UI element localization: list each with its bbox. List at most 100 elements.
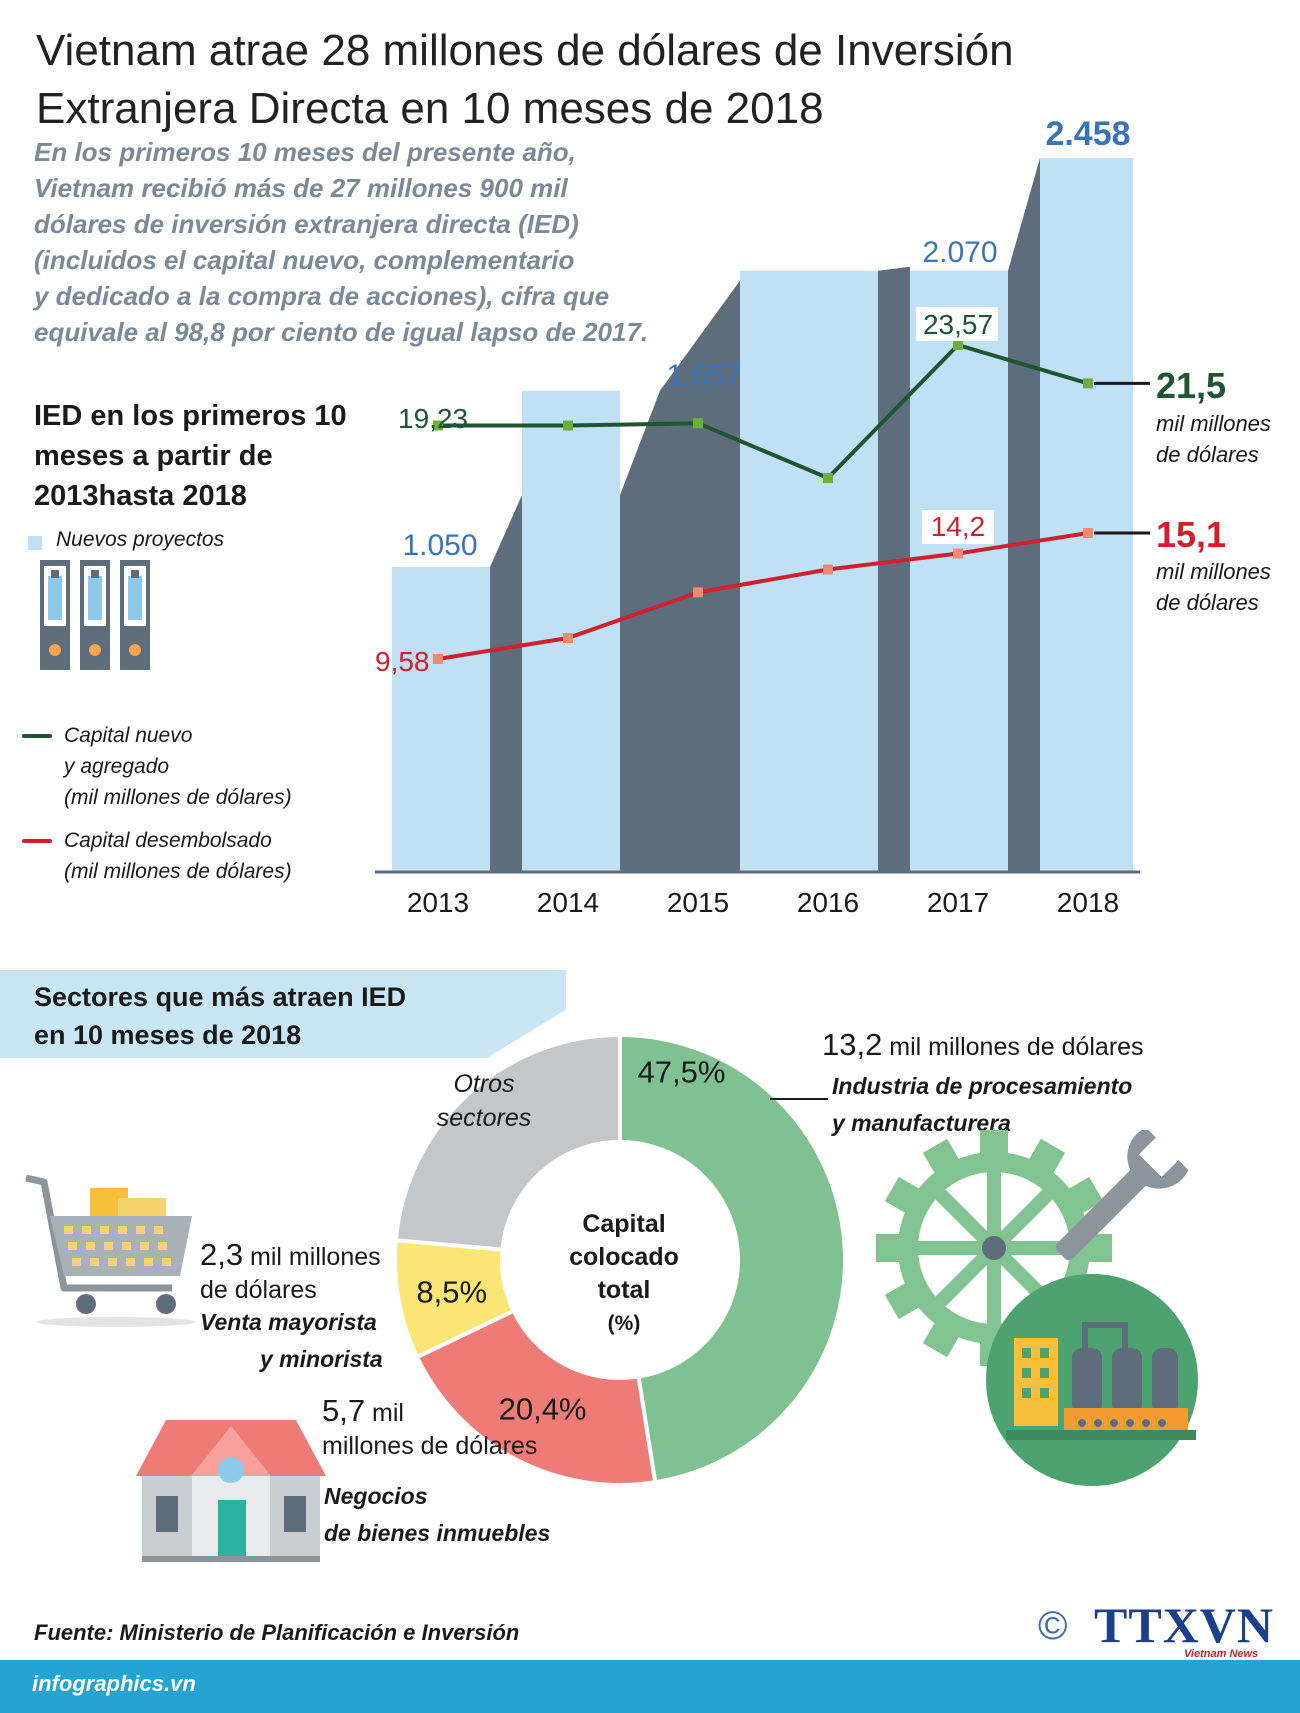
x-tick-label-2017: 2017 bbox=[927, 887, 989, 918]
realestate-amount-value: 5,7 bbox=[322, 1393, 366, 1428]
disbursed-line bbox=[437, 531, 1089, 661]
donut-center-line-2: colocado bbox=[569, 1243, 679, 1271]
retail-amount-value: 2,3 bbox=[200, 1237, 244, 1272]
title-line-1: Vietnam atrae 28 millones de dólares de … bbox=[36, 26, 1014, 75]
bar-shadow-face-2 bbox=[620, 390, 660, 872]
legend-disbursed-line1: Capital desembolsado bbox=[64, 829, 272, 852]
realestate-name: Negocios de bienes inmuebles bbox=[324, 1478, 550, 1552]
disbursed-point-2016 bbox=[823, 564, 833, 575]
x-tick-label-2013: 2013 bbox=[407, 887, 469, 918]
donut-slice-manufacturing bbox=[618, 1032, 847, 1485]
new-capital-line bbox=[438, 343, 1089, 480]
chart-heading-line: 2013hasta 2018 bbox=[34, 480, 247, 512]
sector-donut-chart: 47,5% 20,4% 8,5% Otros sectores Capital coloca… bbox=[393, 1032, 847, 1487]
x-tick-label-2014: 2014 bbox=[537, 887, 599, 918]
bar-2013 bbox=[392, 566, 490, 872]
legend-disbursed-line bbox=[22, 839, 52, 843]
legend-projects-swatch bbox=[28, 536, 42, 550]
shopping-cart-icon bbox=[25, 1174, 196, 1327]
disbursed-label-2017: 14,2 bbox=[931, 511, 986, 542]
footer-site-link[interactable]: infographics.vn bbox=[32, 1671, 196, 1696]
intro-line: Vietnam recibió más de 27 millones 900 m… bbox=[34, 173, 568, 203]
factory-gear-icon bbox=[876, 1130, 1198, 1486]
new-capital-point-2013 bbox=[433, 420, 443, 431]
manufacturing-amount: 13,2 mil millones de dólares bbox=[822, 1028, 1144, 1064]
bar-shadow-face-4 bbox=[878, 266, 910, 872]
realestate-amount: 5,7 mil millones de dólares bbox=[322, 1394, 537, 1463]
new-capital-end-unit-1: mil millones bbox=[1156, 411, 1271, 436]
new-capital-label-2013: 19,23 bbox=[398, 403, 468, 434]
retail-name-line1: Venta mayorista bbox=[200, 1309, 377, 1335]
bar-value-label-2018: 2.458 bbox=[1045, 115, 1130, 153]
new-capital-label-2017: 23,57 bbox=[923, 309, 993, 340]
bar-value-label-2017: 2.070 bbox=[922, 236, 997, 269]
bar-2018 bbox=[1040, 158, 1133, 872]
bar-shadow-face-3 bbox=[660, 280, 740, 872]
legend-new-capital-line1: Capital nuevo bbox=[64, 724, 193, 747]
retail-amount-unit2: de dólares bbox=[200, 1276, 317, 1304]
donut-slice-realestate bbox=[414, 1308, 658, 1487]
house-icon bbox=[136, 1420, 326, 1562]
new-capital-end-unit-2: de dólares bbox=[1156, 442, 1259, 467]
manufacturing-amount-value: 13,2 bbox=[822, 1027, 883, 1062]
bar-value-label-2013: 1.050 bbox=[402, 529, 477, 562]
bar-2015 bbox=[522, 390, 620, 872]
source-note: Fuente: Ministerio de Planificación e In… bbox=[34, 1620, 520, 1645]
new-capital-point-2017 bbox=[953, 340, 963, 350]
realestate-amount-unit2: millones de dólares bbox=[322, 1432, 538, 1460]
realestate-name-line1: Negocios bbox=[324, 1483, 428, 1509]
disbursed-end-value: 15,1 bbox=[1156, 514, 1226, 555]
disbursed-label-2013: 9,58 bbox=[375, 646, 430, 677]
copyright-symbol: © bbox=[1038, 1604, 1068, 1648]
intro-line: equivale al 98,8 por ciento de igual lap… bbox=[34, 317, 649, 347]
fdi-combo-chart: 2013 2014 2015 2016 2017 2018 1.050 1.657 2.070 2… bbox=[375, 115, 1271, 918]
legend-new-capital-label: Capital nuevo y agregado (mil millones d… bbox=[64, 720, 292, 813]
disbursed-point-2018 bbox=[1083, 528, 1093, 538]
donut-center-line-4: (%) bbox=[608, 1312, 641, 1335]
chart-heading: IED en los primeros 10 meses a partir de… bbox=[34, 396, 374, 516]
disbursed-label-2017-bg bbox=[922, 510, 994, 544]
title-line-2: Extranjera Directa en 10 meses de 2018 bbox=[36, 84, 824, 133]
legend-new-capital-line bbox=[22, 734, 52, 738]
footer-bar bbox=[0, 1660, 1300, 1713]
donut-center-line-3: total bbox=[598, 1276, 651, 1304]
disbursed-point-2017 bbox=[953, 548, 963, 559]
donut-label-manufacturing: 47,5% bbox=[638, 1054, 726, 1089]
donut-label-retail: 8,5% bbox=[416, 1274, 487, 1309]
ttxvn-logo: TTXVN bbox=[1094, 1597, 1275, 1653]
donut-label-other-2: sectores bbox=[437, 1104, 531, 1132]
x-tick-label-2016: 2016 bbox=[797, 887, 859, 918]
retail-amount-unit1: mil millones bbox=[243, 1243, 381, 1271]
manufacturing-leader-line bbox=[770, 1098, 828, 1100]
legend-disbursed-line2: (mil millones de dólares) bbox=[64, 860, 292, 883]
x-tick-label-2018: 2018 bbox=[1057, 887, 1119, 918]
intro-line: dólares de inversión extranjera directa … bbox=[34, 209, 579, 239]
sectors-heading: Sectores que más atraen IED en 10 meses … bbox=[34, 978, 406, 1054]
legend-new-capital-line3: (mil millones de dólares) bbox=[64, 786, 292, 809]
sectors-heading-line2: en 10 meses de 2018 bbox=[34, 1020, 302, 1050]
intro-line: y dedicado a la compra de acciones), cif… bbox=[34, 281, 610, 311]
disbursed-end-unit-1: mil millones bbox=[1156, 559, 1271, 584]
chart-heading-line: IED en los primeros 10 bbox=[34, 400, 347, 432]
donut-label-other-1: Otros bbox=[453, 1070, 514, 1098]
manufacturing-amount-unit: mil millones de dólares bbox=[882, 1033, 1144, 1061]
retail-name-line2: y minorista bbox=[260, 1346, 383, 1372]
retail-name: Venta mayorista y minorista bbox=[200, 1304, 383, 1378]
legend-new-capital-line2: y agregado bbox=[64, 755, 170, 778]
intro-line: (incluidos el capital nuevo, complementa… bbox=[34, 245, 575, 275]
sectors-heading-line1: Sectores que más atraen IED bbox=[34, 982, 407, 1012]
legend-projects-label: Nuevos proyectos bbox=[56, 528, 225, 551]
new-capital-point-2014 bbox=[563, 420, 573, 431]
disbursed-point-2015 bbox=[693, 587, 703, 598]
new-capital-point-2015 bbox=[693, 418, 703, 429]
disbursed-end-unit-2: de dólares bbox=[1156, 590, 1259, 615]
legend-disbursed-label: Capital desembolsado (mil millones de dó… bbox=[64, 825, 292, 887]
chart-heading-line: meses a partir de bbox=[34, 440, 273, 472]
new-capital-point-2018 bbox=[1083, 378, 1093, 389]
donut-label-realestate: 20,4% bbox=[499, 1391, 587, 1426]
x-tick-label-2015: 2015 bbox=[667, 887, 729, 918]
sectors-heading-band bbox=[0, 970, 566, 1058]
bar-shadow-face-1 bbox=[490, 494, 522, 872]
realestate-name-line2: de bienes inmuebles bbox=[324, 1520, 551, 1546]
page-title: Vietnam atrae 28 millones de dólares de … bbox=[36, 22, 1076, 138]
